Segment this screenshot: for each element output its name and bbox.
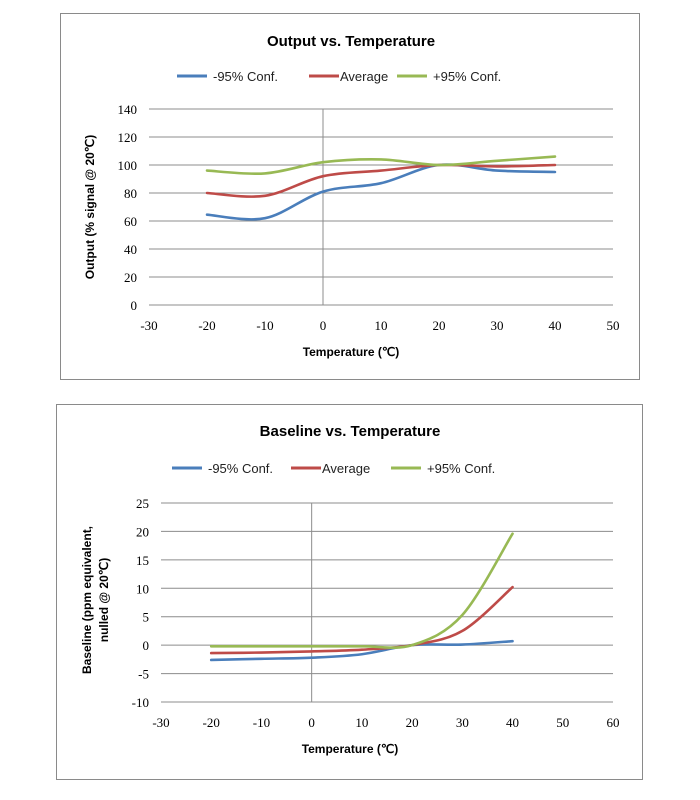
legend-label: Average [322, 461, 370, 476]
legend-label: -95% Conf. [213, 69, 278, 84]
y-tick-label: 15 [136, 553, 149, 568]
x-tick-label: 50 [556, 715, 569, 730]
x-tick-label: -30 [152, 715, 169, 730]
legend-item: +95% Conf. [391, 461, 495, 476]
y-tick-label: 100 [118, 158, 138, 173]
y-tick-label: 60 [124, 214, 137, 229]
y-tick-label: 140 [118, 102, 138, 117]
legend-item: -95% Conf. [177, 69, 278, 84]
y-tick-label: 0 [143, 638, 150, 653]
y-tick-label: 40 [124, 242, 137, 257]
baseline-series-upper-conf [209, 532, 514, 650]
y-tick-label: 25 [136, 496, 149, 511]
y-axis-title-line: Output (% signal @ 20℃) [83, 135, 97, 280]
y-tick-label: 120 [118, 130, 138, 145]
output-x-axis-title: Temperature (℃) [303, 345, 400, 359]
y-tick-label: 0 [131, 298, 138, 313]
y-tick-label: -5 [138, 667, 149, 682]
output-series-average [205, 163, 557, 198]
baseline-series-lower-conf [209, 639, 514, 662]
x-tick-label: 10 [355, 715, 368, 730]
x-tick-label: 30 [491, 318, 504, 333]
y-axis-title-line: nulled @ 20℃) [97, 558, 111, 643]
y-tick-label: 80 [124, 186, 137, 201]
legend-label: +95% Conf. [427, 461, 495, 476]
x-tick-label: -10 [253, 715, 270, 730]
baseline-chart-svg: Baseline vs. Temperature -95% Conf. Averag… [80, 423, 620, 756]
x-tick-label: 40 [506, 715, 519, 730]
y-tick-label: 20 [136, 524, 149, 539]
output-vs-temperature-chart: Output vs. Temperature -95% Conf. Average +… [60, 13, 640, 380]
y-tick-label: -10 [132, 695, 149, 710]
x-tick-label: -10 [256, 318, 273, 333]
legend-item: -95% Conf. [172, 461, 273, 476]
output-chart-svg: Output vs. Temperature -95% Conf. Average +… [83, 33, 620, 359]
x-tick-label: 60 [607, 715, 620, 730]
y-tick-label: 10 [136, 581, 149, 596]
x-tick-label: 0 [308, 715, 315, 730]
y-tick-label: 5 [143, 610, 150, 625]
legend-label: -95% Conf. [208, 461, 273, 476]
output-y-axis-title: Output (% signal @ 20℃) [83, 135, 97, 280]
output-series-lower-conf [205, 163, 557, 221]
baseline-y-axis-title: Baseline (ppm equivalent, nulled @ 20℃) [80, 526, 111, 674]
legend-item: Average [309, 69, 388, 84]
x-tick-label: -30 [140, 318, 157, 333]
legend-label: Average [340, 69, 388, 84]
x-tick-label: 10 [375, 318, 388, 333]
baseline-vs-temperature-chart: Baseline vs. Temperature -95% Conf. Averag… [56, 404, 643, 780]
baseline-x-axis-title: Temperature (℃) [302, 742, 399, 756]
output-chart-title: Output vs. Temperature [267, 33, 435, 50]
baseline-series-average [209, 585, 514, 655]
output-legend: -95% Conf. Average +95% Conf. [177, 69, 501, 84]
baseline-legend: -95% Conf. Average +95% Conf. [172, 461, 495, 476]
y-axis-title-line: Baseline (ppm equivalent, [80, 526, 94, 674]
x-tick-label: 20 [406, 715, 419, 730]
legend-item: +95% Conf. [397, 69, 501, 84]
y-tick-label: 20 [124, 270, 137, 285]
legend-item: Average [291, 461, 370, 476]
x-tick-label: 40 [549, 318, 562, 333]
output-series-upper-conf [205, 155, 557, 176]
x-tick-label: -20 [198, 318, 215, 333]
legend-label: +95% Conf. [433, 69, 501, 84]
baseline-chart-title: Baseline vs. Temperature [260, 423, 441, 440]
x-tick-label: -20 [203, 715, 220, 730]
x-tick-label: 0 [320, 318, 327, 333]
x-tick-label: 30 [456, 715, 469, 730]
x-tick-label: 50 [607, 318, 620, 333]
x-tick-label: 20 [433, 318, 446, 333]
